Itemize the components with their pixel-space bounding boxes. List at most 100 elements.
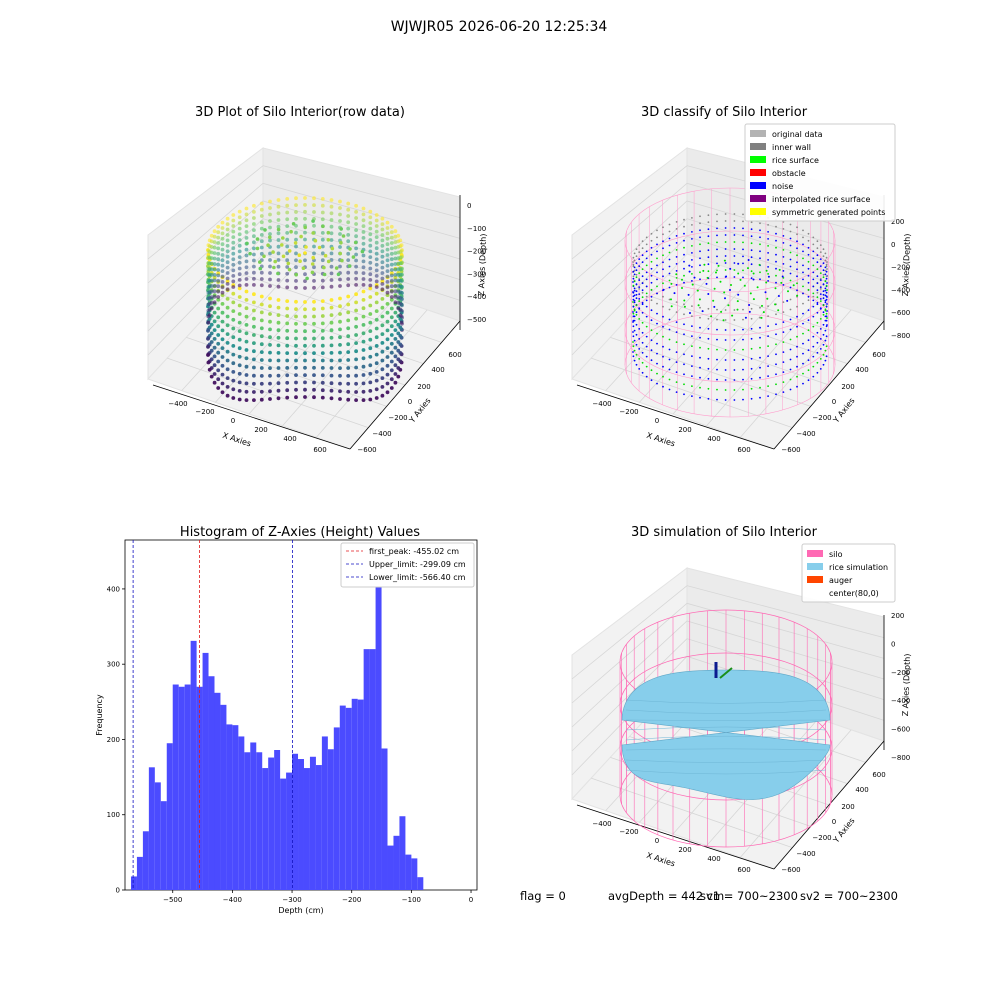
raw-point bbox=[237, 337, 242, 342]
raw-point bbox=[220, 220, 225, 225]
raw-point bbox=[276, 278, 281, 282]
classified-point bbox=[733, 220, 736, 222]
classified-point bbox=[650, 260, 653, 263]
classified-point bbox=[638, 307, 641, 309]
x-tick-label: 0 bbox=[469, 896, 473, 904]
raw-point bbox=[231, 246, 236, 251]
classified-point bbox=[683, 383, 685, 386]
classified-point bbox=[707, 263, 710, 266]
classified-point bbox=[633, 349, 636, 352]
classified-point bbox=[782, 311, 785, 313]
raw-point bbox=[252, 210, 256, 214]
raw-point bbox=[259, 239, 264, 244]
classified-point bbox=[816, 361, 819, 364]
raw-point bbox=[374, 370, 379, 374]
classified-point bbox=[668, 265, 671, 268]
raw-point bbox=[268, 335, 272, 340]
raw-point bbox=[244, 247, 249, 252]
raw-point bbox=[389, 262, 394, 267]
raw-point bbox=[338, 389, 342, 394]
raw-point bbox=[361, 253, 366, 258]
raw-point bbox=[380, 367, 385, 372]
histogram-bar bbox=[208, 676, 215, 890]
raw-point bbox=[244, 389, 249, 394]
classified-point bbox=[759, 326, 761, 329]
y-axis-line bbox=[773, 740, 885, 870]
classified-point bbox=[675, 221, 678, 223]
histogram-bar bbox=[286, 772, 293, 890]
y-tick-label: −400 bbox=[372, 430, 391, 438]
classified-point bbox=[789, 388, 792, 391]
raw-point bbox=[339, 240, 343, 245]
raw-point bbox=[393, 245, 398, 250]
raw-point bbox=[237, 346, 242, 351]
raw-point bbox=[301, 266, 306, 271]
raw-point bbox=[329, 264, 334, 269]
raw-point bbox=[231, 257, 236, 262]
x-tick-label: 0 bbox=[655, 837, 659, 845]
classified-point bbox=[782, 381, 785, 383]
classified-point bbox=[632, 270, 635, 273]
raw-point bbox=[329, 351, 334, 355]
raw-point bbox=[294, 358, 298, 363]
legend-swatch bbox=[750, 130, 766, 137]
raw-point bbox=[399, 302, 404, 307]
raw-point bbox=[294, 237, 298, 242]
classified-point bbox=[699, 386, 701, 389]
raw-point bbox=[354, 228, 358, 233]
classified-point bbox=[656, 229, 658, 232]
raw-point bbox=[346, 283, 351, 288]
classified-point bbox=[782, 321, 785, 323]
classified-point bbox=[822, 311, 825, 314]
classified-point bbox=[724, 297, 726, 300]
classified-point bbox=[691, 266, 693, 268]
raw-point bbox=[303, 279, 307, 283]
classified-point bbox=[775, 383, 777, 386]
raw-point bbox=[231, 396, 236, 400]
raw-point bbox=[361, 373, 366, 377]
raw-point bbox=[380, 287, 385, 292]
raw-point bbox=[380, 265, 385, 270]
classified-point bbox=[789, 237, 792, 240]
classified-point bbox=[812, 365, 815, 368]
grid-line bbox=[167, 357, 369, 429]
classified-point bbox=[662, 365, 664, 368]
raw-point bbox=[338, 397, 342, 401]
histogram-bar bbox=[399, 816, 406, 890]
classified-point bbox=[759, 222, 761, 225]
classified-point bbox=[802, 271, 804, 274]
raw-point bbox=[320, 306, 325, 311]
legend-swatch bbox=[750, 195, 766, 202]
classified-point bbox=[699, 278, 701, 281]
raw-point bbox=[212, 245, 217, 250]
raw-point bbox=[346, 342, 351, 347]
raw-point bbox=[206, 345, 210, 349]
classified-point bbox=[662, 335, 664, 338]
classified-point bbox=[816, 275, 819, 278]
classified-point bbox=[789, 272, 792, 275]
raw-point bbox=[286, 261, 291, 266]
raw-point bbox=[276, 204, 281, 209]
raw-point bbox=[313, 238, 318, 243]
legend-swatch bbox=[807, 563, 823, 570]
raw-point bbox=[354, 316, 358, 321]
classified-point bbox=[802, 312, 804, 315]
raw-point bbox=[231, 361, 236, 366]
classified-point bbox=[766, 297, 769, 300]
classified-point bbox=[759, 346, 761, 349]
raw-point bbox=[268, 212, 272, 217]
raw-point bbox=[268, 358, 272, 363]
raw-point bbox=[285, 380, 290, 385]
raw-point bbox=[268, 238, 272, 243]
classified-point bbox=[650, 232, 653, 235]
silo-wireframe bbox=[624, 187, 836, 418]
raw-point bbox=[374, 240, 379, 245]
classified-point bbox=[699, 316, 701, 319]
raw-point bbox=[354, 203, 358, 208]
classified-point bbox=[758, 263, 761, 266]
classified-point bbox=[691, 217, 693, 219]
classified-point bbox=[816, 268, 819, 271]
raw-point bbox=[354, 365, 358, 370]
raw-point bbox=[374, 335, 379, 340]
raw-point bbox=[361, 389, 366, 394]
